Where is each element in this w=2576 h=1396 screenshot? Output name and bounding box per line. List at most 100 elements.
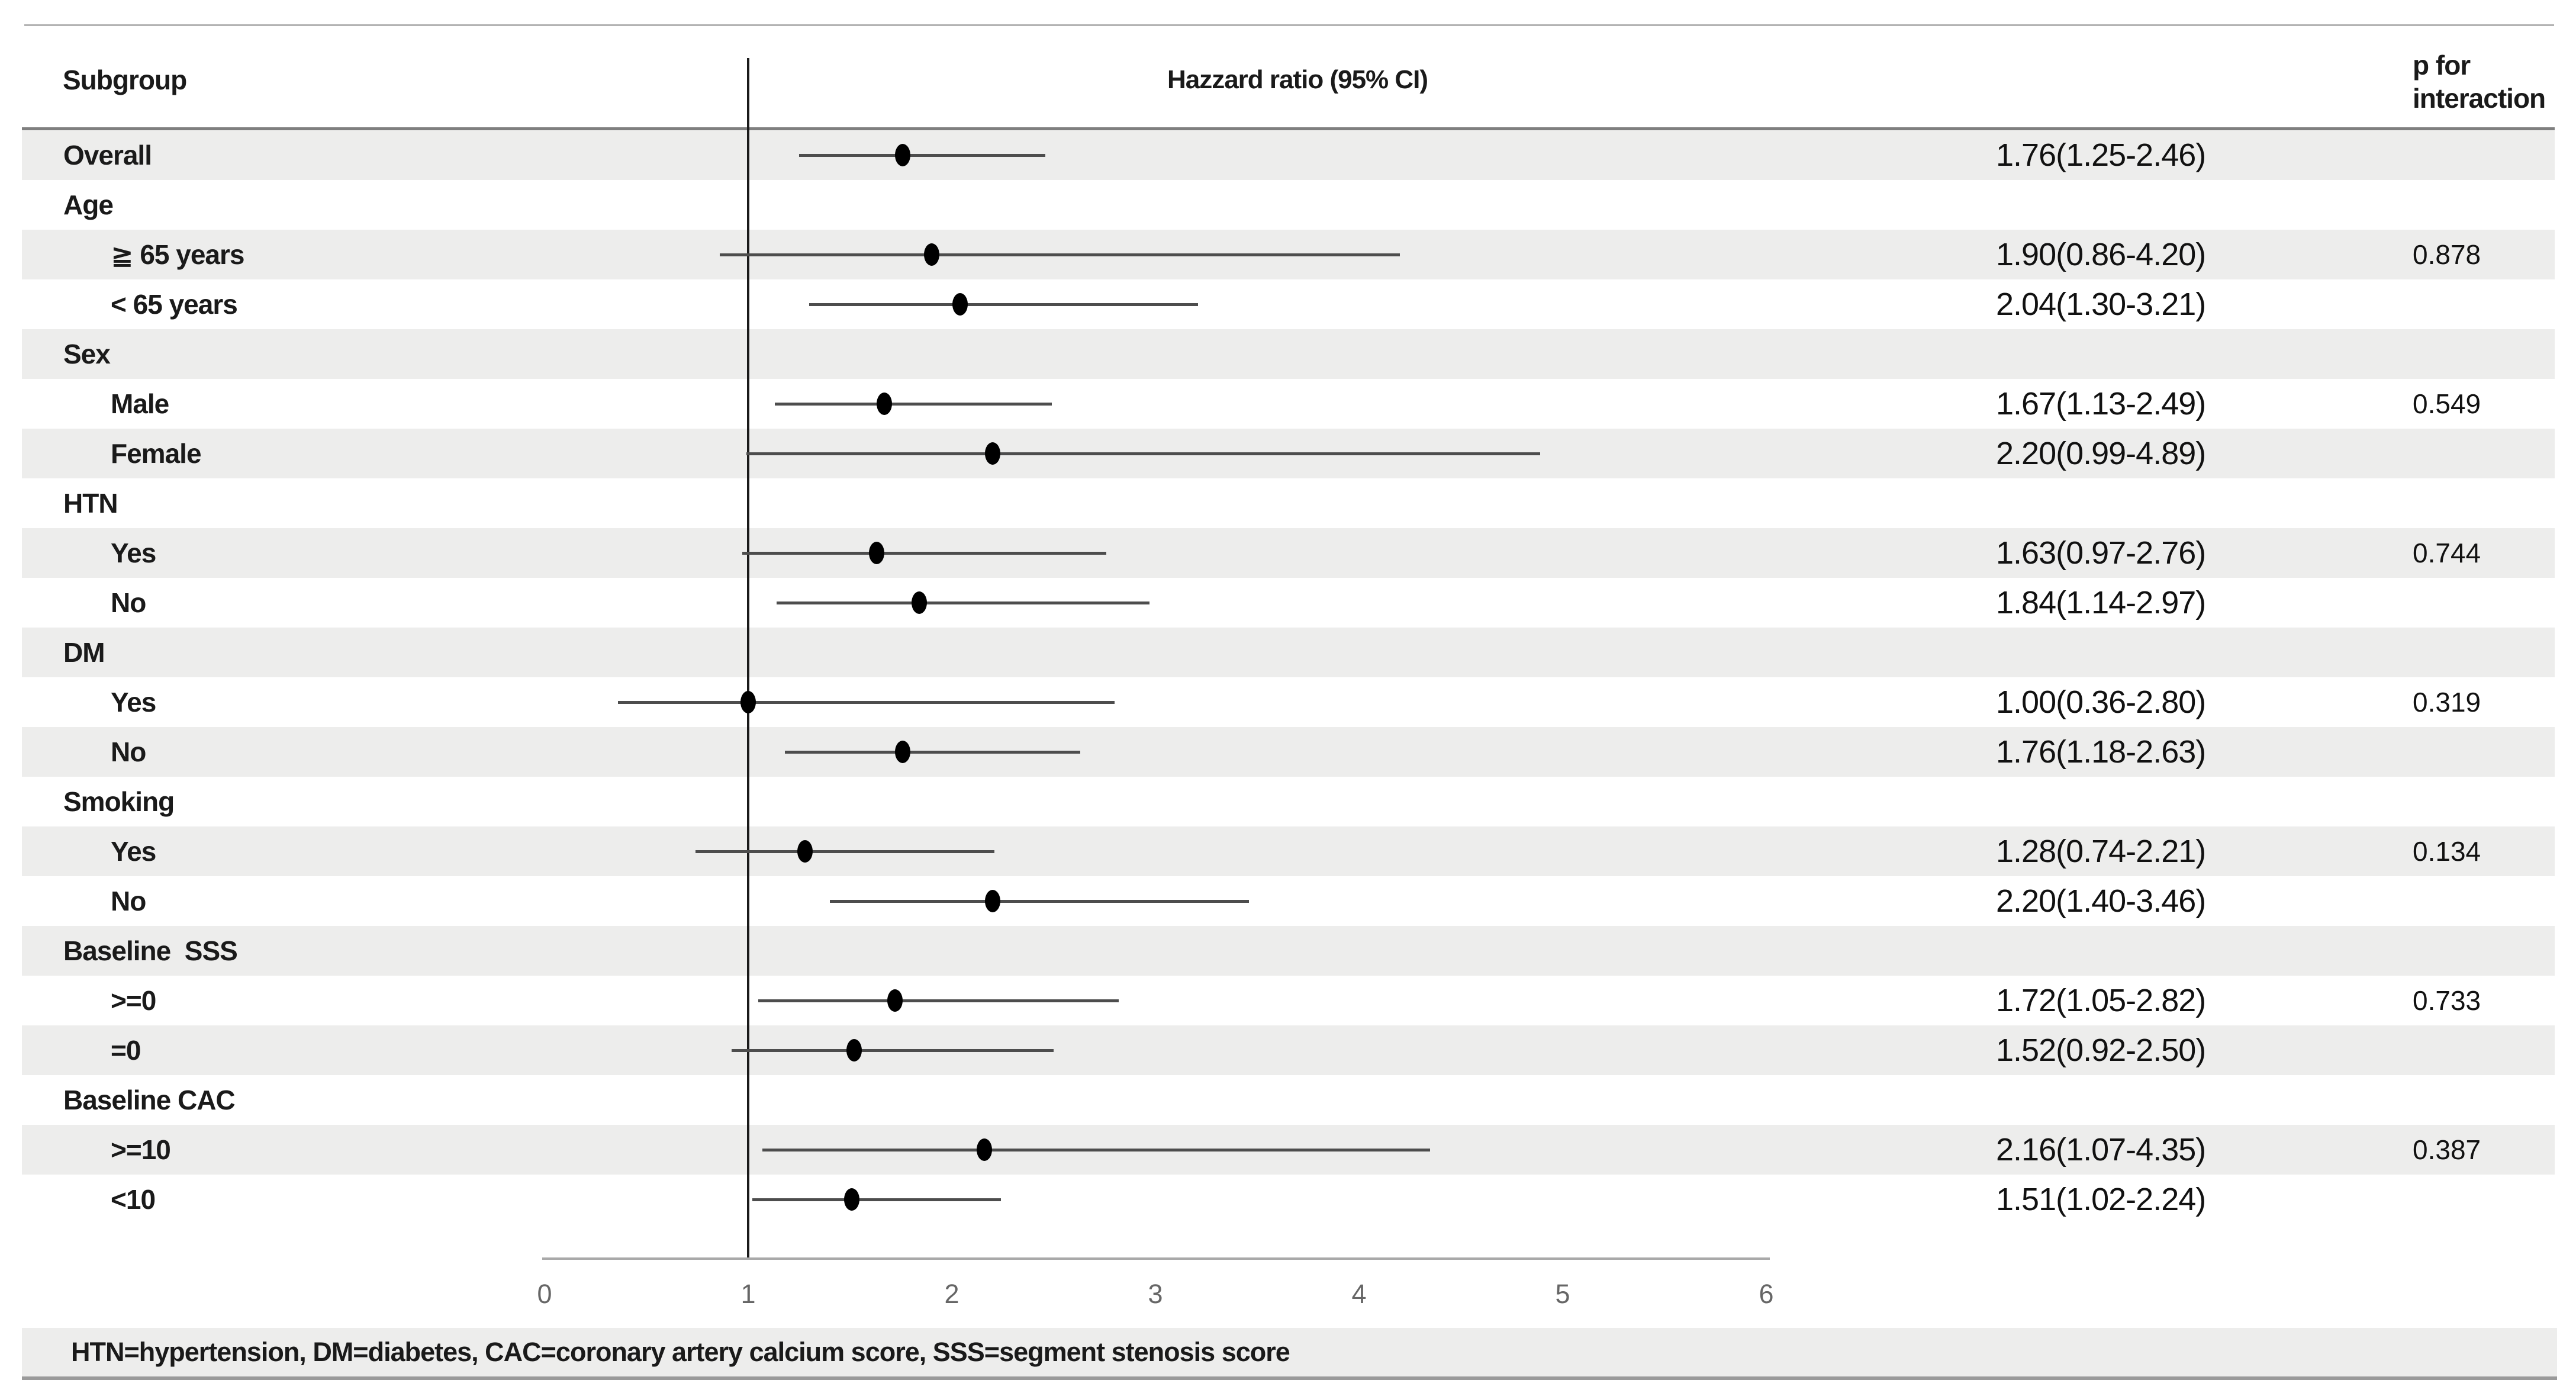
ci-line — [784, 751, 1080, 754]
table-row: >=10 2.16(1.07-4.35) 0.387 — [22, 1125, 2555, 1175]
table-row: >=0 1.72(1.05-2.82) 0.733 — [22, 976, 2555, 1025]
ci-line — [732, 1049, 1054, 1052]
row-label: < 65 years — [111, 289, 238, 320]
p-interaction-value: 0.387 — [2413, 1134, 2481, 1165]
footnote-band: HTN=hypertension, DM=diabetes, CAC=coron… — [22, 1328, 2557, 1376]
hr-marker — [877, 393, 893, 415]
ci-value: 1.76(1.25-2.46) — [1996, 137, 2206, 173]
table-row: Sex — [22, 329, 2555, 379]
p-interaction-value: 0.733 — [2413, 985, 2481, 1016]
ci-line — [719, 253, 1400, 256]
ci-line — [799, 154, 1046, 157]
ci-value: 1.63(0.97-2.76) — [1996, 535, 2206, 571]
x-tick-label: 6 — [1759, 1279, 1774, 1309]
ci-line — [829, 900, 1250, 903]
row-label: Female — [111, 438, 202, 469]
ci-line — [758, 999, 1119, 1002]
row-label: DM — [63, 637, 105, 668]
row-label: HTN — [63, 488, 118, 519]
header-rule — [22, 127, 2555, 130]
row-label: Male — [111, 388, 169, 419]
subgroup-column-header: Subgroup — [63, 65, 187, 95]
footnote-rule — [22, 1376, 2557, 1380]
ci-value: 1.84(1.14-2.97) — [1996, 585, 2206, 620]
x-tick-label: 2 — [944, 1279, 959, 1309]
ci-value: 2.04(1.30-3.21) — [1996, 287, 2206, 322]
p-interaction-value: 0.744 — [2413, 538, 2481, 568]
row-label: >=0 — [111, 985, 156, 1016]
table-row: Yes 1.00(0.36-2.80) 0.319 — [22, 677, 2555, 727]
p-interaction-value: 0.319 — [2413, 687, 2481, 718]
ci-value: 1.67(1.13-2.49) — [1996, 386, 2206, 422]
hr-marker — [895, 741, 911, 763]
row-label: No — [111, 736, 146, 767]
hr-marker — [868, 542, 884, 564]
hr-marker — [923, 243, 939, 266]
x-axis-line — [542, 1257, 1770, 1260]
x-tick-label: 4 — [1351, 1279, 1367, 1309]
ci-value: 1.52(0.92-2.50) — [1996, 1032, 2206, 1068]
forest-rows: Overall 1.76(1.25-2.46) Age ≧ 65 years 1.90(… — [22, 130, 2555, 1224]
table-row: DM — [22, 628, 2555, 677]
table-row: No 2.20(1.40-3.46) — [22, 876, 2555, 926]
row-label: ≧ 65 years — [111, 239, 245, 270]
hr-marker — [887, 989, 903, 1012]
row-label: No — [111, 886, 146, 916]
row-label: Yes — [111, 538, 156, 568]
table-row: Male 1.67(1.13-2.49) 0.549 — [22, 379, 2555, 429]
row-label: Overall — [63, 140, 152, 171]
hr-marker — [911, 591, 927, 614]
ci-line — [774, 403, 1052, 406]
ci-value: 2.20(0.99-4.89) — [1996, 436, 2206, 471]
plot-title: Hazzard ratio (95% CI) — [1167, 65, 1428, 94]
row-label: Sex — [63, 339, 111, 369]
x-tick-label: 1 — [740, 1279, 756, 1309]
ci-line — [695, 850, 995, 853]
table-row: Smoking — [22, 777, 2555, 826]
row-label: =0 — [111, 1035, 141, 1066]
row-label: Yes — [111, 687, 156, 718]
hr-marker — [740, 691, 756, 713]
row-label: No — [111, 587, 146, 618]
ci-value: 1.51(1.02-2.24) — [1996, 1182, 2206, 1217]
p-header-line1: p for — [2413, 50, 2471, 81]
table-row: Age — [22, 180, 2555, 230]
ci-value: 2.16(1.07-4.35) — [1996, 1132, 2206, 1167]
hr-marker — [984, 442, 1000, 465]
row-label: <10 — [111, 1184, 156, 1215]
table-row: Baseline SSS — [22, 926, 2555, 976]
hr-marker — [797, 840, 813, 863]
x-tick-label: 0 — [537, 1279, 552, 1309]
ci-line — [742, 552, 1107, 555]
p-header-line2: interaction — [2413, 83, 2546, 114]
ci-value: 2.20(1.40-3.46) — [1996, 883, 2206, 919]
table-row: HTN — [22, 478, 2555, 528]
x-tick-label: 5 — [1555, 1279, 1570, 1309]
hr-marker — [984, 890, 1000, 912]
hr-marker — [977, 1138, 993, 1161]
hr-marker — [846, 1039, 862, 1062]
ci-line — [809, 303, 1199, 306]
ci-line — [746, 452, 1541, 455]
table-row: < 65 years 2.04(1.30-3.21) — [22, 279, 2555, 329]
table-row: Overall 1.76(1.25-2.46) — [22, 130, 2555, 180]
ci-line — [762, 1149, 1431, 1151]
p-interaction-value: 0.878 — [2413, 239, 2481, 270]
ci-value: 1.90(0.86-4.20) — [1996, 237, 2206, 272]
table-row: <10 1.51(1.02-2.24) — [22, 1175, 2555, 1224]
row-label: Yes — [111, 836, 156, 867]
row-label: Baseline CAC — [63, 1085, 236, 1115]
ci-line — [752, 1198, 1001, 1201]
row-label: Age — [63, 189, 114, 220]
table-row: No 1.84(1.14-2.97) — [22, 578, 2555, 628]
row-label: Smoking — [63, 786, 175, 817]
ci-value: 1.28(0.74-2.21) — [1996, 834, 2206, 869]
p-interaction-column-header: p for interaction — [2413, 49, 2546, 115]
ci-value: 1.00(0.36-2.80) — [1996, 684, 2206, 720]
ci-line — [777, 601, 1149, 604]
ci-line — [617, 701, 1115, 704]
table-row: Female 2.20(0.99-4.89) — [22, 429, 2555, 478]
footnote-text: HTN=hypertension, DM=diabetes, CAC=coron… — [71, 1337, 1290, 1367]
row-label: >=10 — [111, 1134, 171, 1165]
